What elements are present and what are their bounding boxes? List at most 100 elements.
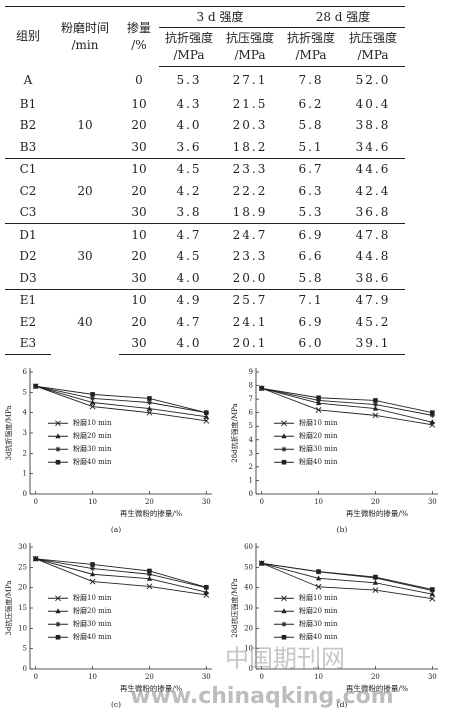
legend-label: 粉磨20 min	[73, 431, 112, 440]
y-axis-label: 28d抗压强度/MPa	[230, 578, 239, 637]
y-tick-label: 4	[23, 409, 28, 417]
cell: 20	[131, 118, 147, 133]
y-tick-label: 20	[18, 584, 27, 592]
marker	[55, 608, 61, 614]
cell: 34.6	[355, 139, 391, 154]
x-tick-label: 0	[259, 673, 263, 681]
cell: 5.3	[298, 205, 324, 220]
cell: 47.9	[341, 288, 406, 311]
cell: 10	[131, 96, 147, 111]
cell: 40	[51, 288, 119, 355]
marker	[315, 407, 322, 413]
marker	[146, 571, 153, 577]
marker	[203, 413, 209, 419]
legend-label: 粉磨20 min	[299, 606, 338, 615]
cell: 4.2	[176, 183, 202, 198]
y-tick-label: 8	[249, 382, 253, 390]
y-tick-label: 15	[18, 604, 27, 612]
series-line	[35, 385, 207, 414]
y-tick-label: 6	[23, 368, 28, 376]
table-row: E3 30 4.0 20.1 6.0 39.1	[5, 332, 406, 355]
marker	[146, 583, 153, 590]
table-row: D1 30 10 4.7 24.7 6.9 47.8	[5, 223, 406, 289]
x-axis-label: 再生微粉的掺量/%	[346, 683, 408, 693]
cell: 5.8	[298, 270, 324, 285]
cell: 18.2	[232, 139, 268, 154]
x-tick-label: 0	[259, 498, 263, 506]
marker	[204, 584, 209, 590]
marker	[55, 446, 61, 452]
cell: D3	[19, 270, 37, 285]
y-axis-label: 3d抗压强度/MPa	[4, 580, 13, 635]
cell: 45.2	[355, 314, 391, 329]
marker	[281, 621, 287, 627]
cell	[51, 67, 119, 94]
y-tick-label: 1	[23, 470, 27, 478]
legend-label: 粉磨30 min	[73, 619, 112, 628]
cell: A	[23, 72, 33, 87]
cell: 24.1	[232, 314, 268, 329]
marker	[429, 591, 435, 597]
cell: 20.0	[232, 270, 268, 285]
marker	[89, 395, 96, 402]
y-axis-label: 3d抗折强度/MPa	[4, 405, 13, 460]
x-tick-label: 10	[88, 498, 97, 506]
series-line	[261, 387, 433, 416]
table-row: D2 20 4.5 23.3 6.6 44.8	[5, 246, 405, 268]
x-tick-label: 10	[314, 673, 323, 681]
table-row: E2 20 4.7 24.1 6.9 45.2	[5, 311, 405, 333]
x-tick-label: 10	[314, 498, 323, 506]
y-tick-label: 20	[244, 624, 253, 632]
y-tick-label: 30	[244, 604, 253, 612]
cell: 4.0	[176, 118, 202, 133]
table-row: C1 20 10 4.5 23.3 6.7 44.6	[5, 157, 406, 224]
table-row: A 0 5.3 27.1 7.8 52.0	[5, 67, 405, 94]
cell: 20	[131, 249, 147, 264]
marker	[90, 392, 95, 397]
cell: 20.1	[219, 332, 282, 355]
y-tick-label: 0	[23, 665, 27, 673]
marker	[33, 556, 38, 562]
chart: 0 5 10 15 20 25 30 0 10 20 30 3d抗压强度/MPa 再生微粉的掺量/% (c…	[4, 543, 212, 709]
series-line	[35, 558, 207, 596]
legend-label: 粉磨30 min	[299, 444, 338, 453]
header-cell: 抗压强度 /MPa	[341, 27, 406, 67]
series-line	[261, 562, 433, 590]
cell: 7.1	[281, 288, 342, 311]
series-line	[35, 558, 207, 589]
marker	[430, 587, 435, 592]
cell: 38.8	[355, 118, 391, 133]
caption: (a)	[111, 525, 121, 534]
x-tick-label: 10	[88, 673, 97, 681]
header-cell: 抗折强度 /MPa	[159, 27, 219, 67]
legend-label: 粉磨40 min	[73, 632, 112, 641]
cell: 20	[131, 314, 147, 329]
marker	[55, 459, 61, 465]
header-cell: 粉磨时间 /min	[51, 6, 119, 67]
y-tick-label: 40	[244, 584, 253, 592]
y-tick-label: 7	[249, 395, 253, 403]
x-tick-label: 30	[202, 673, 211, 681]
y-tick-label: 0	[249, 490, 253, 498]
marker	[372, 579, 379, 585]
marker	[146, 409, 153, 416]
cell: 44.8	[355, 249, 391, 264]
series-line	[261, 562, 433, 595]
cell: 3.6	[176, 139, 202, 154]
cell: 24.7	[219, 223, 282, 246]
x-tick-label: 0	[33, 498, 37, 506]
cell: 20	[51, 157, 119, 224]
chart: 0 1 2 3 4 5 6 7 8 9 0 10 20 30 28d抗折强度/MPa 再生微粉的掺量/% (b)…	[230, 368, 438, 534]
table-row: C2 20 4.2 22.2 6.3 42.4	[5, 180, 405, 202]
marker	[372, 587, 379, 594]
cell: 4.0	[159, 332, 219, 355]
table-row: C3 30 3.8 18.9 5.3 36.8	[5, 202, 405, 224]
series-line	[35, 558, 207, 588]
cell: B3	[19, 139, 37, 154]
marker	[146, 575, 153, 581]
header-cell: 组别	[5, 6, 51, 67]
cell: 47.8	[341, 223, 406, 246]
marker	[89, 571, 96, 577]
series-line	[35, 558, 207, 593]
y-tick-label: 4	[249, 436, 254, 444]
